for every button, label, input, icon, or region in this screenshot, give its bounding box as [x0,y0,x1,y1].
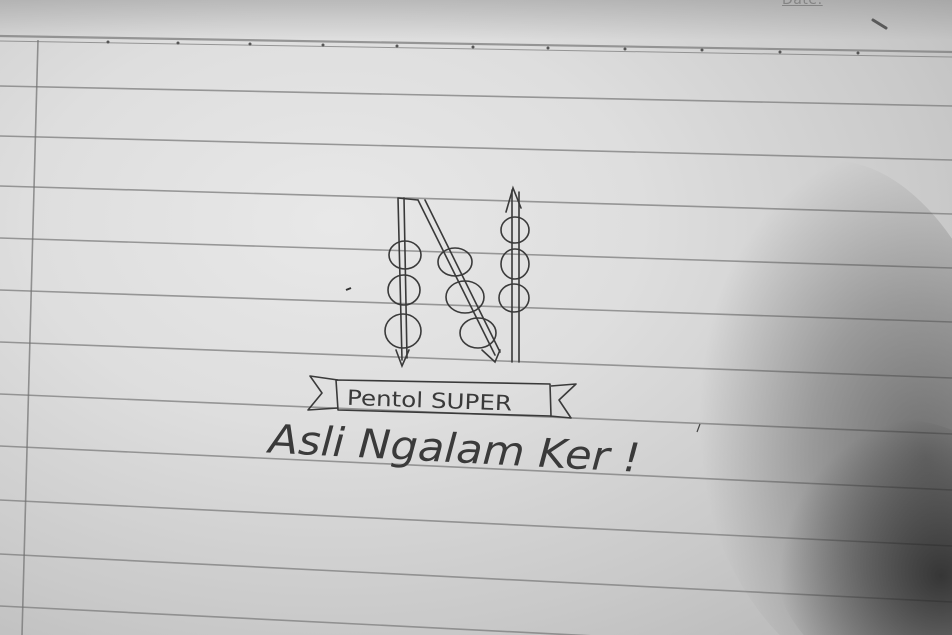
meatball [500,216,530,244]
pentol-skewer-logo [384,185,530,369]
meatball [500,248,530,280]
meatball [387,274,421,306]
ruled-line [0,605,592,635]
caption-text: Asli Ngalam Ker ! [264,416,641,482]
header-dots [106,40,860,55]
meatball [388,240,422,270]
skewer-right-stick [511,189,520,363]
margin-line [21,39,39,635]
pencil-mark [871,18,888,30]
meatball [437,247,473,277]
meatball [445,280,485,314]
meatball [498,283,530,313]
ruled-line [0,85,952,107]
ruled-line [0,237,952,269]
ruled-line [0,185,952,215]
date-label: Date: [782,0,823,8]
banner-left-tail [307,375,339,411]
skewer-diagonal-tip [481,349,501,364]
skewer-right-tip [505,185,522,213]
ruled-line [0,553,952,603]
skewer-left-tip [395,349,410,369]
banner-text: Pentol SUPER [347,386,513,416]
pencil-mark [696,423,701,433]
ruled-line [0,499,952,547]
meatball [459,317,497,349]
meatball [384,313,422,349]
top-header-rule [0,34,952,54]
skewer-diagonal-stick [417,199,501,356]
ruled-lines [0,34,952,635]
ruled-line [0,135,952,161]
skewer-left-stick [397,197,419,361]
pencil-mark [345,287,352,291]
ribbon-banner [307,375,577,419]
top-header-rule-2 [0,40,952,58]
banner-right-tail [549,383,577,419]
